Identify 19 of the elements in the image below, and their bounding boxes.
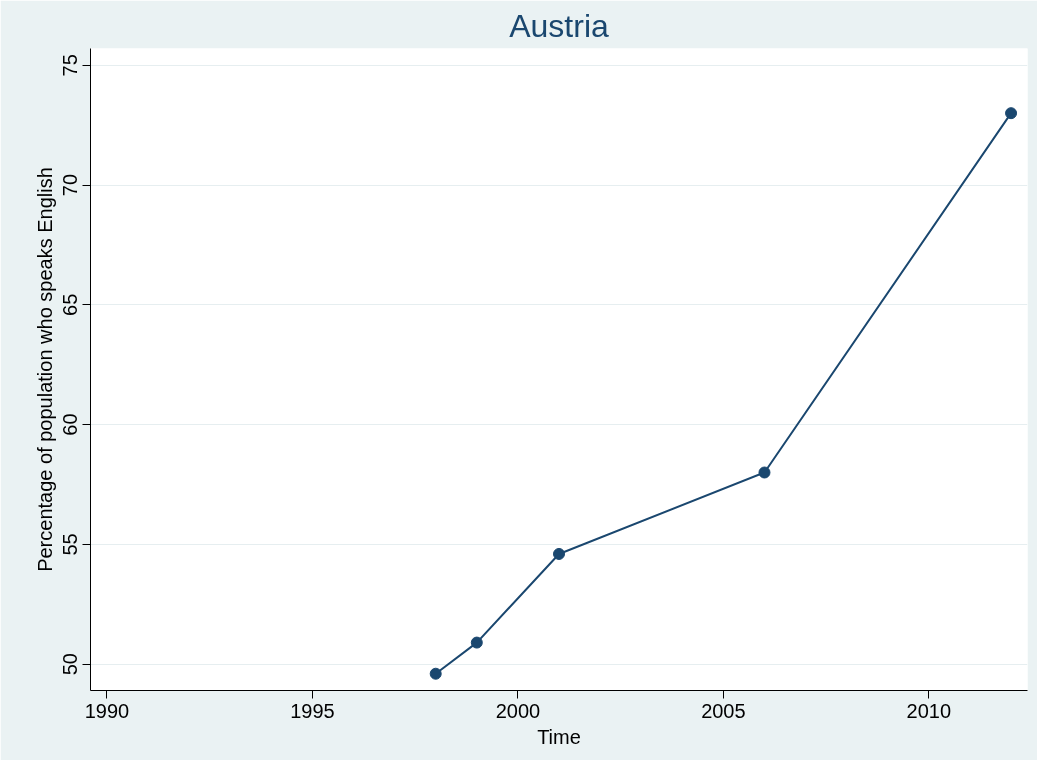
x-tick-label: 1995 bbox=[290, 699, 335, 722]
point bbox=[429, 667, 442, 680]
y-tick-label: 75 bbox=[59, 54, 82, 77]
point bbox=[470, 636, 483, 649]
y-tick-label: 65 bbox=[59, 293, 82, 316]
y-tick-label: 60 bbox=[59, 413, 82, 436]
point bbox=[1005, 107, 1018, 120]
chart-title: Austria bbox=[509, 7, 609, 44]
y-axis-title: Percentage of population who speaks English bbox=[33, 167, 56, 572]
x-axis-title: Time bbox=[537, 725, 581, 748]
point bbox=[553, 547, 565, 560]
x-tick-label: 1990 bbox=[84, 699, 130, 722]
x-tick-label: 2000 bbox=[495, 699, 541, 722]
y-tick-label: 70 bbox=[59, 173, 82, 197]
x-tick-label: 2010 bbox=[906, 699, 952, 722]
x-tick-label: 2005 bbox=[701, 699, 746, 722]
point bbox=[758, 466, 771, 479]
y-tick-label: 55 bbox=[59, 533, 82, 556]
y-tick-label: 50 bbox=[59, 653, 82, 676]
